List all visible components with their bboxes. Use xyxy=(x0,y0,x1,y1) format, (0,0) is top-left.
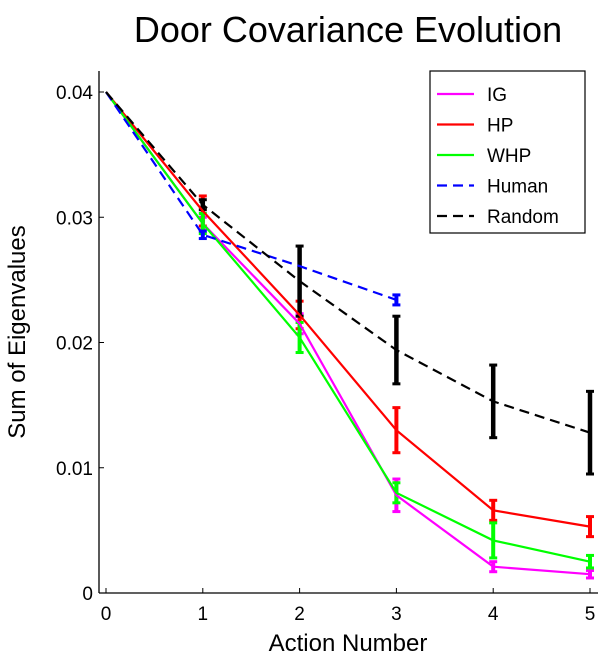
x-tick-label: 3 xyxy=(391,604,402,625)
chart-title: Door Covariance Evolution xyxy=(134,9,562,50)
legend-label-human: Human xyxy=(487,177,548,198)
legend-label-whp: WHP xyxy=(487,146,531,167)
series-line-whp xyxy=(105,91,591,563)
x-tick-label: 2 xyxy=(294,604,305,625)
y-axis-label: Sum of Eigenvalues xyxy=(4,225,31,438)
x-axis-label: Action Number xyxy=(269,630,428,657)
series-line-human xyxy=(105,91,397,301)
y-tick-label: 0.01 xyxy=(56,459,93,480)
series-line-random xyxy=(105,91,591,434)
legend-label-ig: IG xyxy=(487,85,507,106)
y-tick-label: 0.04 xyxy=(56,83,93,104)
series-line-hp xyxy=(105,91,591,528)
legend: IG HP WHP Human Random xyxy=(429,70,586,234)
y-tick-label: 0.02 xyxy=(56,334,93,355)
x-tick-label: 4 xyxy=(488,604,499,625)
x-tick-label: 0 xyxy=(101,604,112,625)
legend-label-random: Random xyxy=(487,207,559,228)
plot-area: 0 1 2 3 4 5 0 0.01 0.02 0.03 0.04 IG HP WHP Human Rando… xyxy=(56,70,598,625)
legend-label-hp: HP xyxy=(487,116,513,137)
legend-box xyxy=(429,70,586,234)
x-tick-label: 1 xyxy=(198,604,209,625)
x-tick-label: 5 xyxy=(585,604,596,625)
y-tick-label: 0.03 xyxy=(56,208,93,229)
y-tick-label: 0 xyxy=(82,584,93,605)
